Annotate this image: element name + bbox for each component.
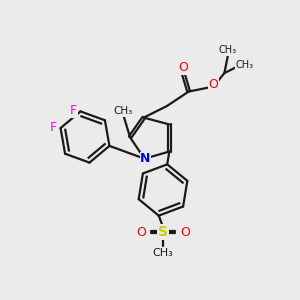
Text: F: F — [50, 121, 57, 134]
Text: N: N — [140, 152, 151, 165]
Text: CH₃: CH₃ — [113, 106, 132, 116]
Text: S: S — [158, 225, 168, 239]
Text: O: O — [136, 226, 146, 238]
Text: O: O — [208, 78, 218, 91]
Text: CH₃: CH₃ — [236, 60, 253, 70]
Text: CH₃: CH₃ — [219, 45, 237, 56]
Text: F: F — [70, 104, 77, 117]
Text: CH₃: CH₃ — [153, 248, 173, 258]
Text: O: O — [180, 226, 190, 238]
Text: O: O — [178, 61, 188, 74]
